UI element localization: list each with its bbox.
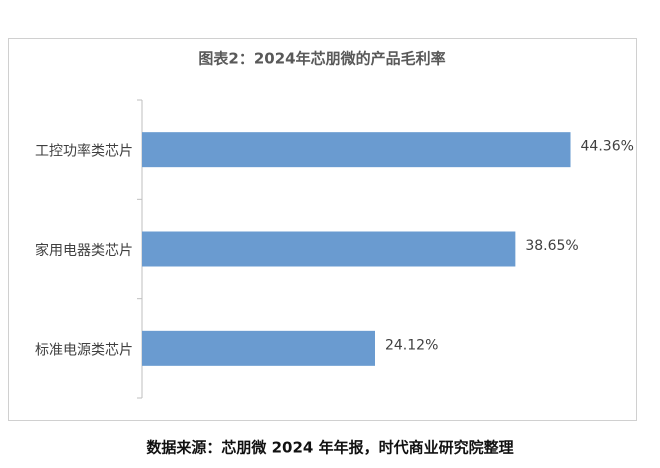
bar [142,231,516,267]
data-label: 24.12% [385,337,438,353]
y-tick-label: 标准电源类芯片 [35,342,133,358]
y-tick-label: 工控功率类芯片 [35,143,133,160]
y-tick-label: 家用电器类芯片 [35,242,133,259]
bar [142,132,571,168]
chart-title: 图表2：2024年芯朋微的产品毛利率 [198,50,445,68]
source-note: 数据来源：芯朋微 2024 年年报，时代商业研究院整理 [146,439,513,457]
data-label: 38.65% [525,238,578,254]
bar [142,330,375,366]
data-label: 44.36% [581,139,634,155]
